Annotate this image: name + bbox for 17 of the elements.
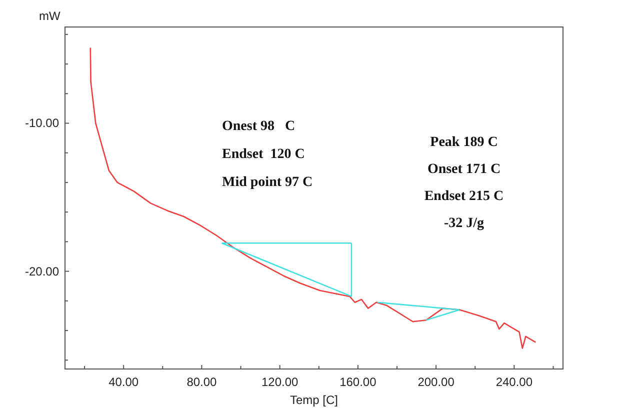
annotation: Onest 98 C <box>222 119 296 134</box>
y-tick-label: -20.00 <box>24 264 60 278</box>
x-tick-label: 240.00 <box>496 375 533 389</box>
x-tick-label: 160.00 <box>340 375 377 389</box>
x-tick-label: 120.00 <box>261 375 298 389</box>
annotation: -32 J/g <box>444 216 484 231</box>
annotation: Mid point 97 C <box>222 175 313 190</box>
annotation: Peak 189 C <box>430 135 498 150</box>
x-axis-title: Temp [C] <box>290 393 338 407</box>
annotation: Onset 171 C <box>427 162 501 177</box>
x-tick-label: 40.00 <box>108 375 139 389</box>
y-tick-label: -10.00 <box>24 116 60 130</box>
annotation: Endset 215 C <box>424 189 504 204</box>
annotation: Endset 120 C <box>222 147 305 162</box>
y-axis-title: mW <box>39 9 61 23</box>
x-tick-label: 80.00 <box>186 375 218 389</box>
x-tick-label: 200.00 <box>418 375 455 389</box>
